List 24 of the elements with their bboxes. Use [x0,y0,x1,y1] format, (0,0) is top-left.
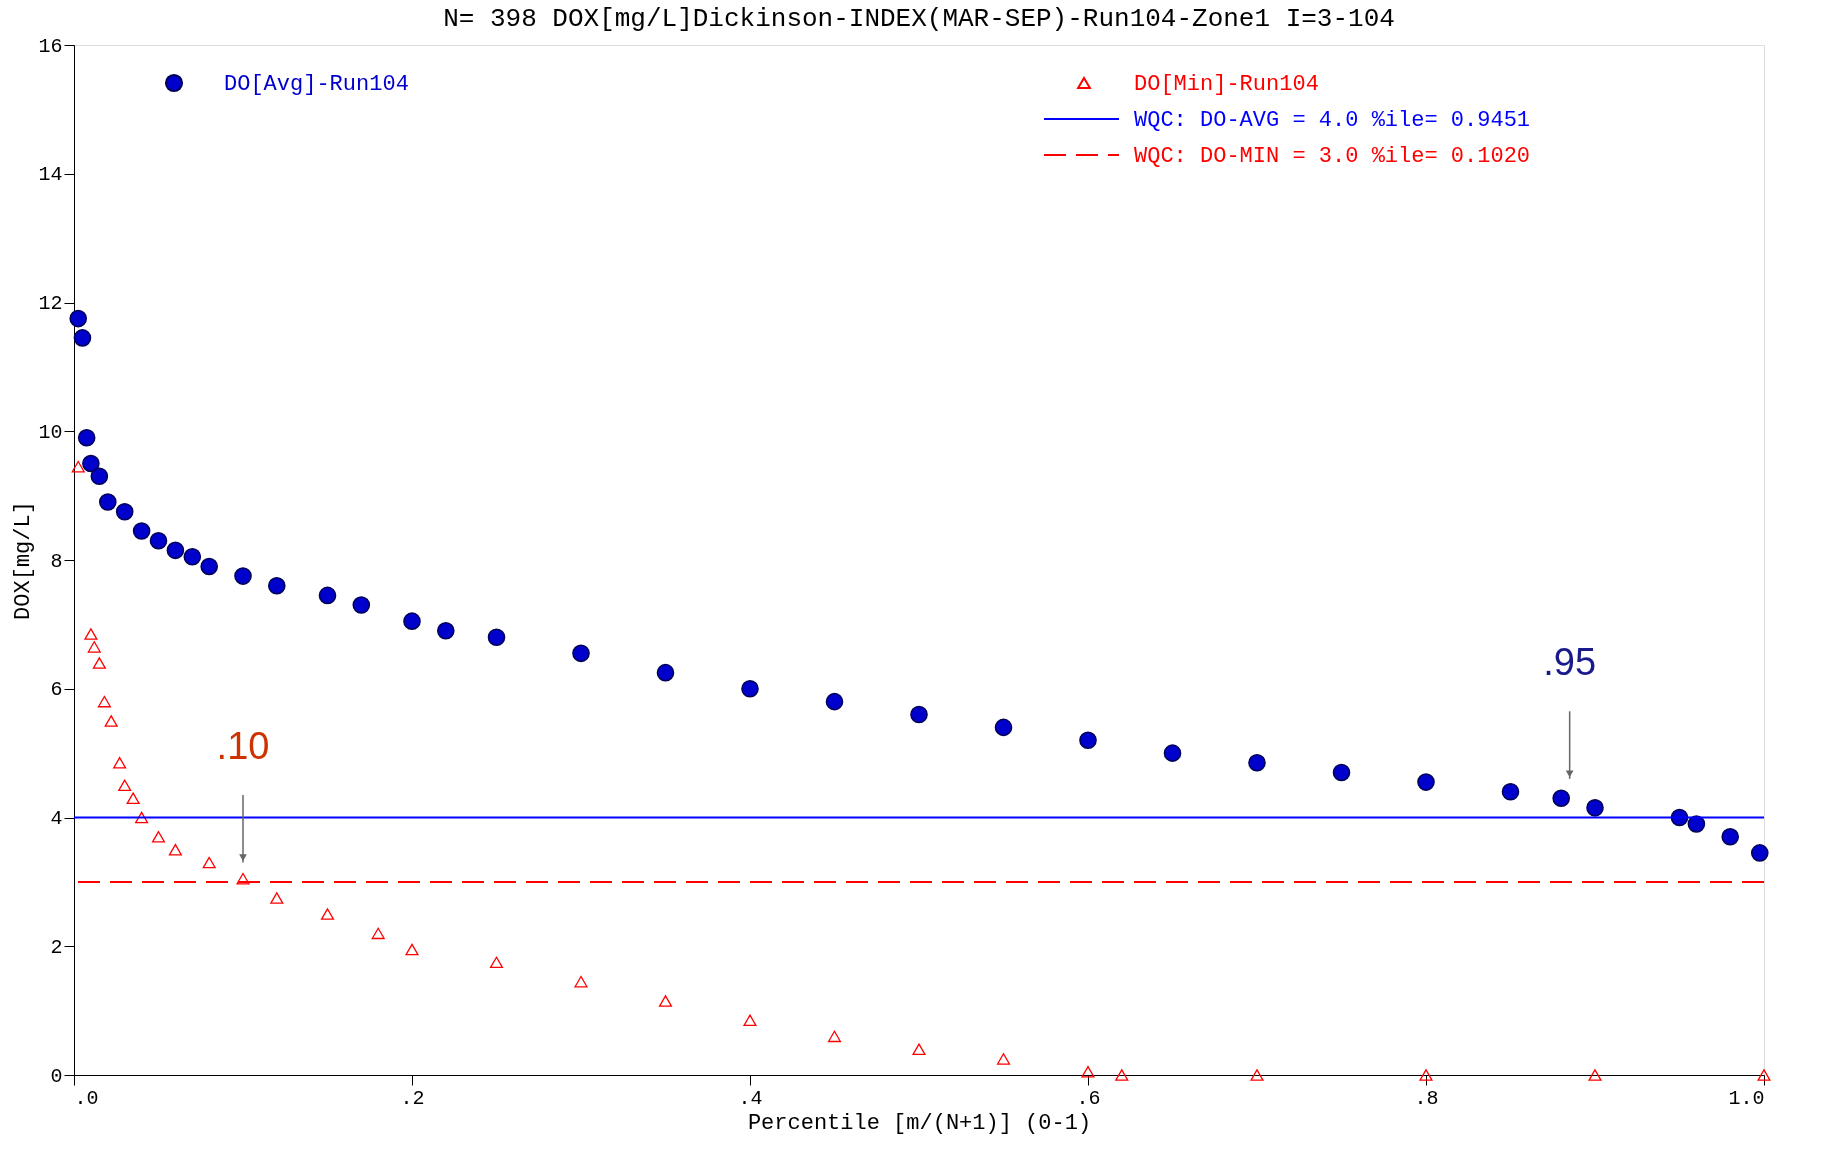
annotation: .10 [216,724,270,767]
legend-label: WQC: DO-MIN = 3.0 %ile= 0.1020 [1134,144,1531,169]
y-tick-label: 2 [50,935,63,959]
x-tick-label: .2 [400,1086,425,1110]
x-axis-title: Percentile [m/(N+1)] (0-1) [747,1110,1092,1136]
y-tick-label: 10 [38,420,63,444]
x-tick-label: .0 [74,1086,99,1110]
annotation: .95 [1543,641,1597,684]
y-tick-label: 4 [50,807,63,830]
y-tick-label: 6 [50,678,63,702]
x-tick-label: 1.0 [1728,1086,1765,1110]
y-tick-label: 12 [38,292,63,315]
legend-label: DO[Avg]-Run104 [224,72,409,97]
x-tick-label: .6 [1076,1086,1101,1110]
y-tick-label: 16 [38,34,63,58]
y-tick-label: 8 [50,549,63,573]
y-axis-title: DOX[mg/L] [11,501,37,620]
chart-title: N= 398 DOX[mg/L]Dickinson-INDEX(MAR-SEP)-Run104-Zone1 I=3-104 [443,4,1395,34]
legend-label: DO[Min]-Run104 [1134,72,1319,97]
y-tick-label: 14 [38,163,63,187]
y-tick-label: 0 [50,1064,63,1088]
x-tick-label: .4 [738,1086,763,1110]
x-tick-label: .8 [1414,1086,1439,1110]
legend-label: WQC: DO-AVG = 4.0 %ile= 0.9451 [1134,108,1531,133]
